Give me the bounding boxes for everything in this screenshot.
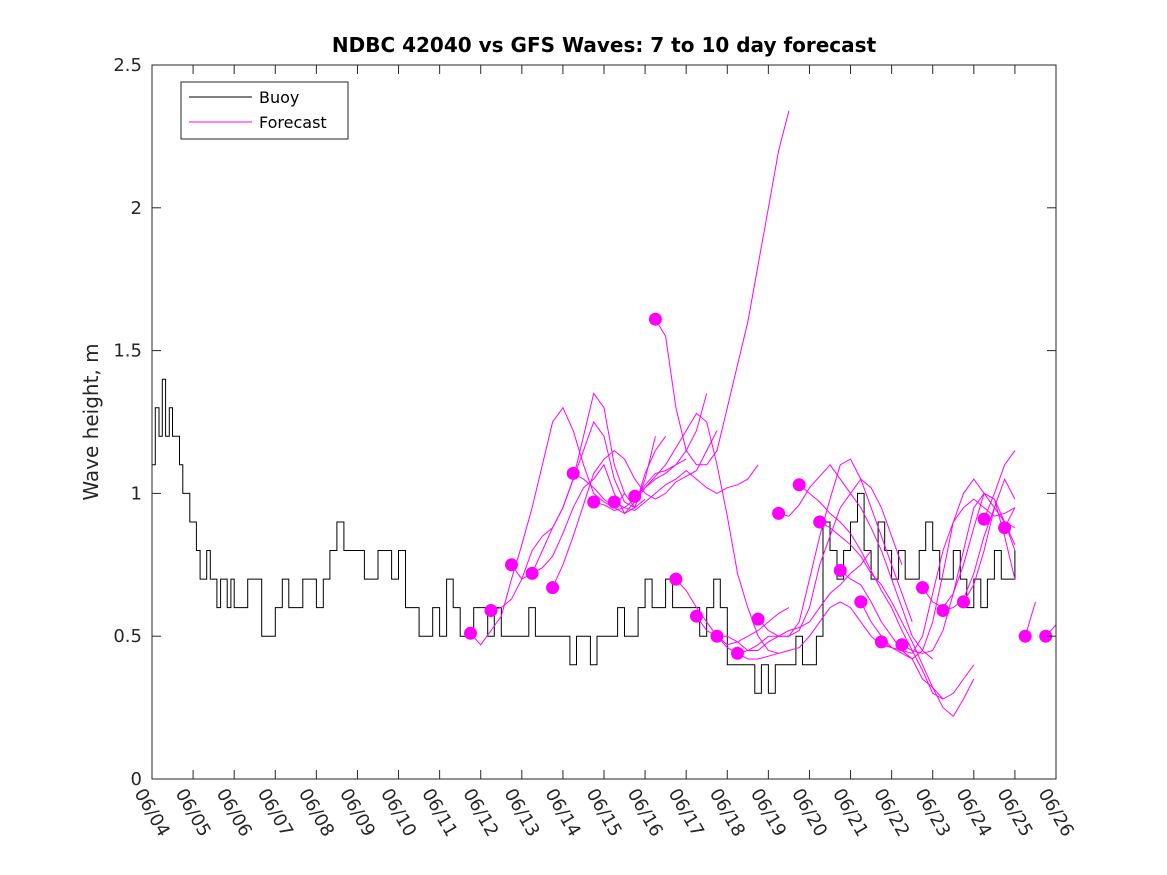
forecast-start-marker xyxy=(546,581,560,595)
forecast-line xyxy=(696,550,872,651)
y-tick-label: 2.5 xyxy=(113,55,142,76)
legend-forecast-label: Forecast xyxy=(259,113,327,132)
forecast-line xyxy=(778,464,934,660)
forecast-start-marker xyxy=(916,581,929,595)
forecast-start-marker xyxy=(1018,629,1032,643)
forecast-start-marker xyxy=(710,629,724,643)
forecast-start-marker xyxy=(813,515,827,529)
buoy-line xyxy=(152,378,1016,694)
forecast-start-marker xyxy=(895,638,909,652)
forecast-start-marker xyxy=(936,604,950,617)
forecast-start-marker xyxy=(690,609,703,623)
forecast-line xyxy=(819,521,975,717)
forecast-start-marker xyxy=(566,466,580,480)
forecast-line xyxy=(531,436,667,574)
forecast-start-markers xyxy=(464,312,1053,660)
forecast-start-marker xyxy=(874,635,888,649)
y-tick-label: 0 xyxy=(131,769,142,790)
forecast-line xyxy=(963,477,1016,603)
forecast-start-marker xyxy=(607,495,621,509)
y-tick-label: 2 xyxy=(131,198,142,219)
forecast-start-marker xyxy=(957,595,970,609)
forecast-line xyxy=(675,578,790,646)
forecast-line xyxy=(757,458,913,637)
forecast-start-marker xyxy=(484,604,498,617)
forecast-start-marker xyxy=(772,506,786,520)
forecast-line xyxy=(881,478,1016,660)
forecast-line xyxy=(654,110,790,466)
y-tick-label: 0.5 xyxy=(113,626,142,647)
forecast-line xyxy=(737,478,903,654)
forecast-line xyxy=(593,393,708,512)
forecast-start-marker xyxy=(587,495,601,509)
legend-buoy-label: Buoy xyxy=(259,88,299,107)
plot-area xyxy=(152,65,1056,779)
forecast-line xyxy=(922,492,1016,609)
forecast-line xyxy=(614,464,759,512)
forecast-start-marker xyxy=(525,566,539,580)
forecast-line xyxy=(983,450,1016,520)
forecast-line xyxy=(839,570,975,700)
forecast-start-marker xyxy=(628,489,642,503)
y-tick-label: 1.5 xyxy=(113,341,142,362)
forecast-start-marker xyxy=(648,312,662,326)
y-axis-label: Wave height, m xyxy=(79,343,103,500)
forecast-start-marker xyxy=(792,478,806,492)
forecast-start-marker xyxy=(833,564,847,577)
forecast-start-marker xyxy=(998,521,1012,535)
forecast-line xyxy=(798,484,944,700)
forecast-line xyxy=(634,412,779,654)
forecast-series xyxy=(470,110,1057,717)
forecast-start-marker xyxy=(669,572,683,586)
forecast-line xyxy=(552,430,718,588)
chart-title: NDBC 42040 vs GFS Waves: 7 to 10 day for… xyxy=(332,33,877,57)
y-tick-label: 1 xyxy=(131,483,142,504)
forecast-line xyxy=(942,506,1016,611)
axis-ticks xyxy=(151,64,1057,780)
forecast-line xyxy=(470,406,625,646)
forecast-start-marker xyxy=(854,595,868,609)
forecast-start-marker xyxy=(1039,629,1053,643)
forecast-start-marker xyxy=(751,612,765,626)
legend-box xyxy=(180,81,349,140)
forecast-start-marker xyxy=(464,626,477,640)
y-tick-labels: 0 0.5 1 1.5 2 2.5 xyxy=(113,55,142,790)
forecast-start-marker xyxy=(505,558,518,572)
buoy-series xyxy=(152,378,1016,694)
legend: Buoy Forecast xyxy=(180,81,349,140)
forecast-start-marker xyxy=(977,512,991,526)
forecast-line xyxy=(716,601,892,660)
forecast-start-marker xyxy=(731,646,744,660)
forecast-line xyxy=(572,458,687,515)
